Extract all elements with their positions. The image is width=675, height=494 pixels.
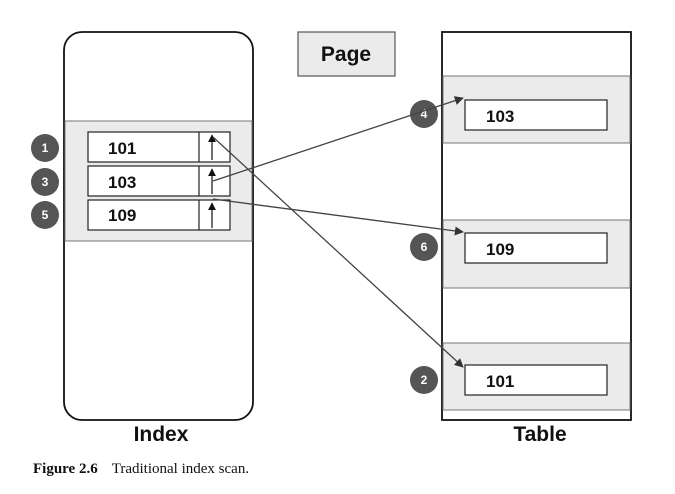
scan-arrow bbox=[212, 96, 464, 182]
index-entry-value: 103 bbox=[108, 173, 136, 192]
figure-caption-text: Traditional index scan. bbox=[111, 461, 250, 477]
table-row: 101 bbox=[464, 364, 608, 396]
svg-text:2: 2 bbox=[421, 373, 428, 387]
index-label: Index bbox=[134, 423, 189, 446]
figure-number: Figure 2.6 bbox=[33, 461, 98, 477]
index-entry: 103 bbox=[87, 165, 231, 197]
step-badge: 1 bbox=[31, 134, 59, 162]
svg-text:Page: Page bbox=[321, 43, 371, 66]
step-badge: 2 bbox=[410, 366, 438, 394]
scan-arrow bbox=[212, 136, 464, 368]
table-row: 109 bbox=[464, 232, 608, 264]
step-badge: 6 bbox=[410, 233, 438, 261]
svg-text:4: 4 bbox=[421, 107, 428, 121]
scan-arrow bbox=[212, 198, 464, 236]
table-label: Table bbox=[513, 423, 566, 446]
svg-text:3: 3 bbox=[42, 175, 49, 189]
svg-text:101: 101 bbox=[486, 372, 514, 391]
index-entry-value: 109 bbox=[108, 206, 136, 225]
page-legend: Page bbox=[297, 31, 396, 77]
svg-text:5: 5 bbox=[42, 208, 49, 222]
step-badge: 5 bbox=[31, 201, 59, 229]
step-badge: 3 bbox=[31, 168, 59, 196]
svg-text:1: 1 bbox=[42, 141, 49, 155]
index-entry: 109 bbox=[87, 199, 231, 231]
index-entry: 101 bbox=[87, 131, 231, 163]
figure-caption: Figure 2.6 Traditional index scan. bbox=[33, 461, 249, 478]
svg-text:109: 109 bbox=[486, 240, 514, 259]
svg-text:6: 6 bbox=[421, 240, 428, 254]
svg-text:103: 103 bbox=[486, 107, 514, 126]
table-row: 103 bbox=[464, 99, 608, 131]
index-entry-value: 101 bbox=[108, 139, 136, 158]
step-badge: 4 bbox=[410, 100, 438, 128]
